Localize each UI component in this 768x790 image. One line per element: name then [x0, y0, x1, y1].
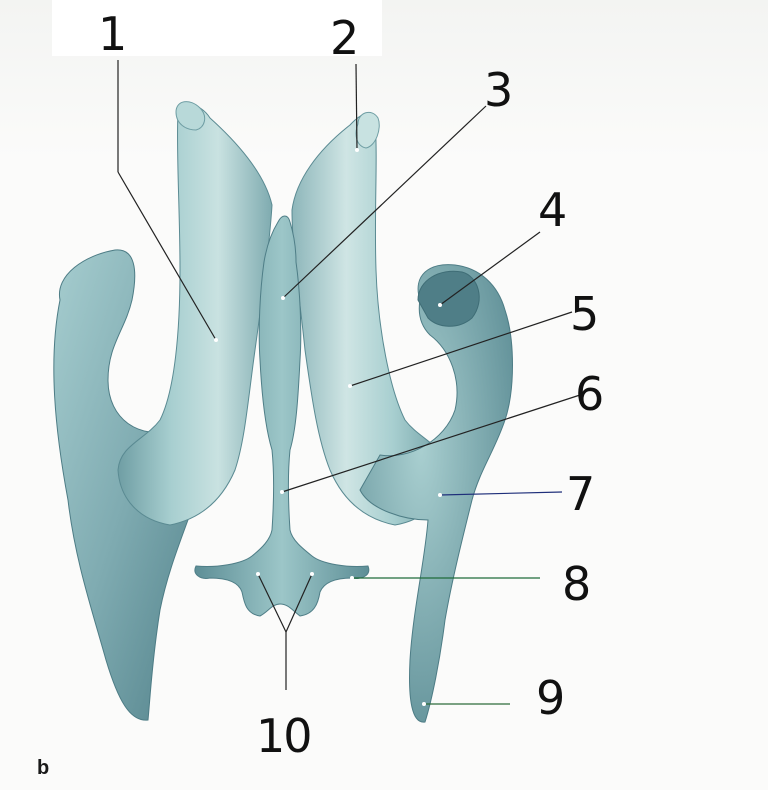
label-3: 3: [484, 63, 511, 117]
label-4: 4: [538, 183, 565, 237]
label-10: 10: [256, 709, 311, 763]
leader-4: [439, 231, 541, 306]
point-9: [422, 702, 426, 706]
third-ventricle: [194, 215, 370, 617]
leader-5: [349, 311, 573, 387]
point-8: [350, 576, 354, 580]
leader-10a: [257, 573, 287, 633]
leader-6: [281, 394, 581, 493]
leader-10b: [285, 573, 313, 633]
point-6: [280, 490, 284, 494]
leader-1: [117, 171, 217, 341]
label-6: 6: [575, 367, 602, 421]
point-7: [438, 493, 442, 497]
point-10a: [256, 572, 260, 576]
point-3: [281, 296, 285, 300]
label-1: 1: [98, 7, 125, 61]
leader-7: [439, 491, 563, 496]
leader-2: [355, 63, 358, 151]
point-5: [348, 384, 352, 388]
label-8: 8: [562, 557, 589, 611]
left-ventricle-body: [117, 103, 273, 526]
label-5: 5: [570, 287, 597, 341]
label-2: 2: [330, 11, 357, 65]
point-1: [214, 338, 218, 342]
point-4: [438, 303, 442, 307]
leader-3: [282, 105, 487, 299]
point-10b: [310, 572, 314, 576]
left-frontal-tip: [175, 101, 206, 131]
label-7: 7: [566, 467, 593, 521]
point-2: [355, 148, 359, 152]
label-cover-box: [52, 0, 382, 56]
right-ventricle-body: [291, 112, 448, 526]
label-9: 9: [536, 671, 563, 725]
figure-panel-letter: b: [37, 757, 50, 779]
right-outer-horn: [359, 264, 513, 723]
